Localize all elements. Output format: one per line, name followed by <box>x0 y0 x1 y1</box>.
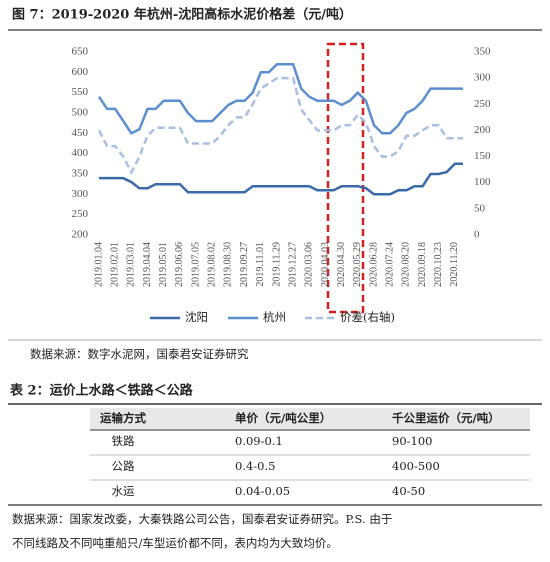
table-cell: 90-100 <box>392 434 432 448</box>
x-tick-label: 2020.05.29 <box>352 242 363 287</box>
x-tick-label: 2019.01.04 <box>93 242 104 287</box>
x-tick-label: 2020.04.03 <box>320 242 331 287</box>
table-header-bg <box>90 408 530 430</box>
series-line <box>97 76 463 176</box>
y-tick-label: 300 <box>72 188 89 200</box>
y2-tick-label: 300 <box>474 72 491 84</box>
figure-caption: 图 7：2019-2020 年杭州-沈阳高标水泥价格差（元/吨） <box>12 7 352 23</box>
table-cell: 0.09-0.1 <box>235 434 283 448</box>
x-tick-label: 2019.08.30 <box>223 242 234 287</box>
y-tick-label: 550 <box>72 86 89 98</box>
highlight-box <box>326 42 365 314</box>
legend-label: 价差(右轴) <box>340 310 395 324</box>
x-tick-label: 2019.07.05 <box>190 242 201 287</box>
table-cell: 40-50 <box>392 484 425 498</box>
x-tick-label: 2019.08.02 <box>207 242 218 287</box>
y2-tick-label: 350 <box>474 46 491 58</box>
x-tick-label: 2020.03.06 <box>304 242 315 287</box>
y-tick-label: 650 <box>72 46 89 58</box>
x-tick-label: 2019.05.01 <box>158 242 169 287</box>
note: 不同线路及不同吨重船只/车型运价都不同，表内均为大致均价。 <box>12 536 338 550</box>
legend-label: 杭州 <box>263 310 286 324</box>
x-tick-label: 2020.08.20 <box>401 242 412 287</box>
y-tick-label: 500 <box>72 107 89 119</box>
x-tick-label: 2020.07.24 <box>384 242 395 287</box>
x-tick-label: 2019.04.04 <box>142 242 153 287</box>
y-tick-label: 250 <box>72 208 89 220</box>
figure-source: 数据来源：数字水泥网，国泰君安证券研究 <box>30 347 249 361</box>
chart: 200 250 300 350 400 450 500 550 600 650 0 50 100 150 2… <box>72 46 492 324</box>
table-cell: 水运 <box>112 484 135 498</box>
legend-label: 沈阳 <box>185 310 208 324</box>
y2-tick-label: 0 <box>474 229 480 241</box>
y-tick-label: 450 <box>72 127 89 139</box>
table-header: 单价（元/吨公里） <box>235 411 331 425</box>
x-tick-label: 2020.09.18 <box>417 242 428 287</box>
y2-tick-label: 50 <box>474 202 486 214</box>
y2-tick-label: 200 <box>474 124 491 136</box>
table-cell: 公路 <box>112 459 135 473</box>
y-tick-label: 350 <box>72 168 89 180</box>
y-tick-label: 200 <box>72 229 89 241</box>
x-tick-label: 2020.10.23 <box>433 242 444 287</box>
table-header: 千公里运价（元/吨） <box>392 411 500 425</box>
x-tick-label: 2019.11.29 <box>271 242 282 287</box>
table-caption: 表 2：运价上水路＜铁路＜公路 <box>9 383 194 399</box>
y-tick-label: 600 <box>72 66 89 78</box>
series-line <box>97 62 463 135</box>
table-cell: 铁路 <box>112 434 135 448</box>
table-cell: 0.04-0.05 <box>235 484 290 498</box>
table-cell: 0.4-0.5 <box>235 459 275 473</box>
table-header: 运输方式 <box>100 411 146 425</box>
y2-tick-label: 250 <box>474 98 491 110</box>
x-tick-label: 2019.12.27 <box>287 242 298 287</box>
x-tick-label: 2019.11.01 <box>255 242 266 287</box>
x-tick-label: 2019.09.27 <box>239 242 250 287</box>
y2-tick-label: 150 <box>474 150 491 162</box>
y-tick-label: 400 <box>72 147 89 159</box>
x-tick-label: 2019.02.01 <box>109 242 120 287</box>
y2-tick-label: 100 <box>474 176 491 188</box>
table-cell: 400-500 <box>392 459 440 473</box>
x-tick-label: 2019.06.06 <box>174 242 185 287</box>
x-tick-label: 2020.11.20 <box>449 242 460 287</box>
x-tick-label: 2020.04.30 <box>336 242 347 287</box>
series-line <box>99 162 463 196</box>
x-tick-label: 2019.03.01 <box>126 242 137 287</box>
note: 数据来源：国家发改委，大秦铁路公司公告，国泰君安证券研究。P.S. 由于 <box>12 512 392 526</box>
x-tick-label: 2020.06.28 <box>368 242 379 287</box>
